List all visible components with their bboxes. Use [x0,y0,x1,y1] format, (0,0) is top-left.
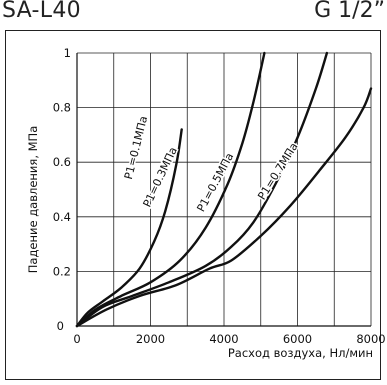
thread-size-title: G 1/2” [314,0,385,23]
x-axis-title: Расход воздуха, Нл/мин [228,346,373,360]
model-title: SA-L40 [2,0,81,23]
series-layer [75,51,373,328]
x-tick-label: 2000 [136,332,165,346]
x-tick-label: 6000 [283,332,312,346]
series-line [75,128,183,328]
series-line [75,87,373,328]
y-tick-label: 0.2 [53,264,71,278]
x-tick-label: 4000 [209,332,238,346]
series-line [75,51,266,328]
x-tick-label: 0 [73,332,80,346]
y-tick-label: 0.8 [53,101,71,115]
y-axis-title: Падение давления, МПа [26,126,40,273]
chart-axes [76,53,371,327]
x-tick-label: 8000 [356,332,385,346]
series-line [75,51,329,328]
origin-tick-label: 0 [57,319,64,333]
y-tick-label: 1 [64,46,71,60]
chart-grid [77,52,372,326]
y-tick-label: 0.4 [53,210,71,224]
chart-labels: 0 2000 4000 6000 8000 0.2 0.4 0.6 0.8 1 0 Расход во… [26,46,386,360]
y-tick-label: 0.6 [53,155,71,169]
chart-frame [5,30,381,380]
series-label: P1=0.5МПа [194,151,236,214]
series-label: P1=0.7МПа [255,140,300,202]
series-label: P1=0.1МПа [122,115,150,181]
